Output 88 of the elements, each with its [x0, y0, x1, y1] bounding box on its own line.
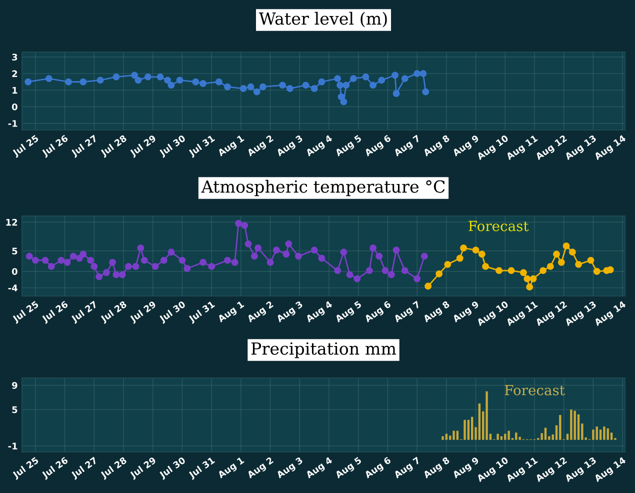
chart-title: Water level (m) — [258, 12, 387, 28]
x-tick-label: Aug 2 — [246, 134, 275, 158]
bar — [596, 426, 598, 440]
x-tick-label: Aug 8 — [422, 300, 451, 324]
x-tick-label: Aug 1 — [217, 456, 246, 480]
x-tick-label: Aug 7 — [393, 456, 422, 480]
annotation: Forecast — [504, 385, 565, 396]
annotation: Forecast — [468, 220, 529, 232]
bar — [500, 436, 503, 440]
x-tick-label: Jul 31 — [188, 134, 216, 158]
y-tick-label: 1 — [12, 87, 18, 94]
bar — [464, 420, 466, 440]
x-tick-label: Jul 27 — [70, 456, 99, 480]
x-tick-label: Jul 27 — [70, 300, 99, 324]
x-tick-label: Aug 5 — [334, 300, 363, 324]
x-tick-label: Aug 3 — [276, 300, 304, 324]
x-tick-label: Jul 30 — [158, 300, 187, 324]
x-tick-label: Aug 4 — [305, 456, 334, 480]
x-tick-label: Jul 25 — [12, 134, 40, 158]
x-tick-label: Aug 6 — [364, 300, 392, 324]
bar — [508, 430, 510, 440]
bar — [606, 428, 609, 440]
x-tick-label: Jul 28 — [100, 300, 128, 324]
y-tick-label: 0 — [12, 268, 18, 275]
x-tick-label: Aug 5 — [334, 134, 363, 158]
y-tick-label: -4 — [8, 284, 18, 292]
bar — [544, 428, 547, 440]
x-tick-label: Jul 26 — [40, 456, 70, 480]
x-tick-label: Jul 26 — [40, 134, 70, 158]
x-tick-label: Jul 30 — [158, 134, 187, 158]
x-tick-label: Aug 7 — [393, 300, 422, 324]
y-tick-label: 5 — [12, 248, 18, 254]
bar — [504, 434, 506, 440]
y-tick-label: 12 — [6, 218, 18, 226]
bar — [445, 434, 448, 440]
x-tick-label: Jul 25 — [12, 456, 40, 480]
bar — [442, 436, 444, 440]
bar — [496, 434, 499, 440]
x-tick-label: Jul 31 — [188, 456, 216, 480]
bar — [559, 415, 562, 440]
bar — [456, 430, 459, 440]
x-tick-label: Aug 1 — [217, 300, 246, 324]
x-tick-label: Jul 31 — [188, 300, 216, 324]
bar — [592, 430, 594, 440]
x-tick-label: Aug 2 — [246, 456, 275, 480]
x-tick-label: Jul 30 — [158, 456, 187, 480]
chart-title: Precipitation mm — [251, 342, 396, 358]
x-tick-label: Aug 4 — [305, 134, 334, 158]
y-tick-label: 2 — [12, 70, 18, 78]
x-tick-label: Jul 28 — [100, 456, 128, 480]
y-tick-label: -1 — [8, 442, 18, 450]
x-tick-label: Aug 4 — [305, 300, 334, 324]
bar — [467, 420, 470, 440]
y-tick-label: 9 — [12, 382, 18, 389]
bar — [570, 410, 572, 440]
bar — [574, 410, 576, 440]
x-tick-label: Jul 29 — [129, 300, 158, 324]
x-tick-label: Aug 8 — [422, 456, 451, 480]
x-tick-label: Aug 8 — [422, 134, 451, 158]
x-tick-label: Jul 28 — [100, 134, 128, 158]
x-tick-label: Aug 5 — [334, 456, 363, 480]
x-tick-label: Aug 6 — [364, 134, 392, 158]
x-tick-label: Jul 26 — [40, 300, 70, 324]
bar — [577, 414, 580, 440]
y-tick-label: 5 — [12, 406, 18, 414]
bar — [603, 426, 606, 440]
bar — [599, 430, 602, 440]
bar — [452, 430, 455, 440]
x-tick-label: Jul 27 — [70, 134, 99, 158]
x-tick-label: Jul 29 — [129, 134, 158, 158]
bar — [515, 432, 518, 440]
bar — [478, 403, 481, 440]
x-tick-label: Aug 2 — [246, 300, 275, 324]
x-tick-label: Aug 3 — [276, 134, 304, 158]
bar — [518, 436, 521, 440]
bar — [486, 391, 488, 440]
y-tick-label: -1 — [8, 120, 18, 127]
x-tick-label: Aug 3 — [276, 456, 304, 480]
chart-title: Atmospheric temperature °C — [201, 180, 445, 196]
x-tick-label: Aug 1 — [217, 134, 246, 158]
x-tick-label: Aug 6 — [364, 456, 392, 480]
y-tick-label: 0 — [12, 103, 18, 110]
x-tick-label: Aug 7 — [393, 134, 422, 158]
y-tick-label: 3 — [12, 54, 18, 61]
x-tick-label: Jul 25 — [12, 300, 40, 324]
x-tick-label: Jul 29 — [129, 456, 158, 480]
bar — [610, 432, 613, 440]
bar — [471, 416, 474, 440]
